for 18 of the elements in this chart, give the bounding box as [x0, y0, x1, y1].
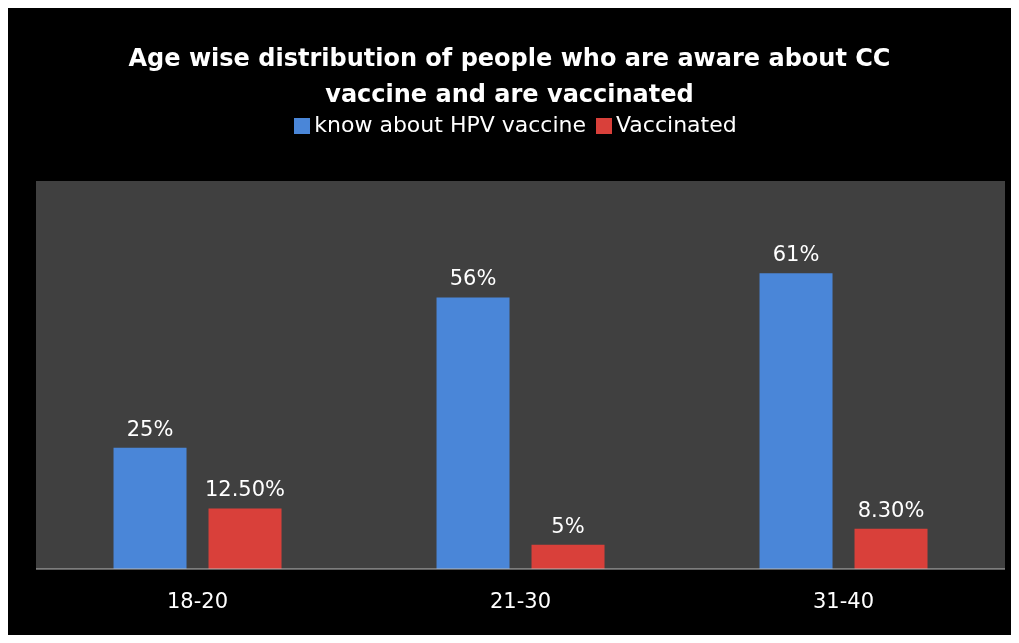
data-label: 56% — [449, 266, 497, 291]
bar — [854, 528, 928, 569]
bar — [436, 297, 510, 569]
x-tick-label: 21-30 — [489, 588, 552, 613]
chart-title: Age wise distribution of people who are aware about CC vaccine and are vaccinated — [127, 43, 892, 110]
x-tick-label: 31-40 — [812, 588, 875, 613]
x-tick-label: 18-20 — [166, 588, 229, 613]
data-label: 25% — [126, 416, 174, 441]
legend-label: Vaccinated — [616, 112, 737, 137]
data-label: 12.50% — [204, 477, 286, 502]
bar — [759, 273, 833, 569]
data-label: 61% — [772, 242, 820, 267]
data-label: 8.30% — [857, 497, 925, 522]
bar — [531, 544, 605, 569]
data-label: 5% — [551, 513, 585, 538]
bar — [113, 447, 187, 569]
bar — [208, 508, 282, 569]
legend-label: know about HPV vaccine — [314, 112, 587, 137]
